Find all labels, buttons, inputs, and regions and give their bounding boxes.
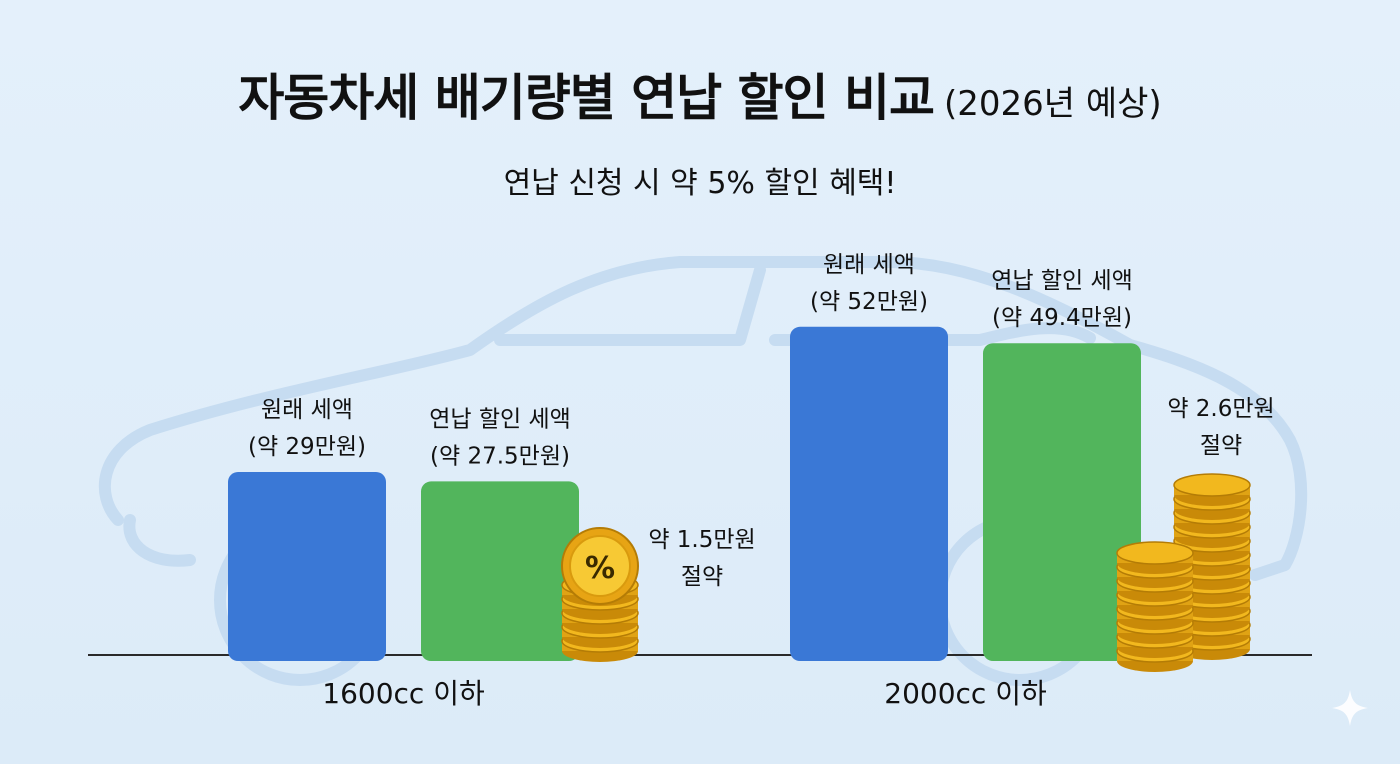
percent-coin-icon: % — [561, 527, 639, 605]
x-tick-label: 2000cc 이하 — [884, 677, 1046, 710]
percent-symbol: % — [585, 551, 615, 586]
coin — [1116, 541, 1194, 574]
bar-original-2 — [790, 326, 948, 661]
bar-original-1 — [228, 471, 386, 661]
x-tick-label: 1600cc 이하 — [322, 677, 484, 710]
chart-title: 자동차세 배기량별 연납 할인 비교 — [238, 69, 935, 127]
bar-value-label: (약 29만원) — [248, 434, 366, 460]
bar-discount-1 — [421, 481, 579, 661]
coin — [1173, 473, 1251, 506]
savings-word: 절약 — [681, 564, 723, 590]
chart-title-note: (2026년 예상) — [943, 84, 1162, 124]
bar-discount-2 — [983, 343, 1141, 661]
bar-series-label: 원래 세액 — [823, 252, 915, 278]
bar-value-label: (약 52만원) — [810, 289, 928, 315]
bar-value-label: (약 49.4만원) — [992, 305, 1132, 331]
bar-series-label: 원래 세액 — [261, 397, 353, 423]
savings-amount: 약 1.5만원 — [648, 527, 755, 553]
bar-series-label: 연납 할인 세액 — [991, 268, 1133, 294]
savings-amount: 약 2.6만원 — [1167, 396, 1274, 422]
chart-title-line: 자동차세 배기량별 연납 할인 비교 (2026년 예상) — [0, 58, 1400, 130]
chart-subtitle: 연납 신청 시 약 5% 할인 혜택! — [503, 166, 897, 201]
bar-series-label: 연납 할인 세액 — [429, 406, 571, 432]
bar-value-label: (약 27.5만원) — [430, 443, 570, 469]
savings-word: 절약 — [1200, 433, 1242, 459]
sparkle-icon — [1332, 690, 1368, 726]
